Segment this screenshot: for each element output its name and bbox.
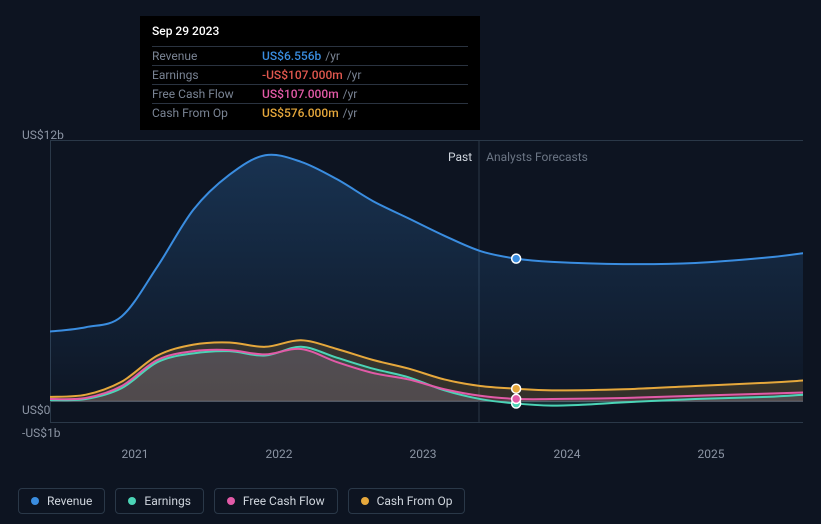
y-axis-label: -US$1b bbox=[22, 426, 60, 440]
x-axis-label: 2023 bbox=[410, 447, 437, 461]
legend-dot bbox=[31, 497, 39, 505]
tooltip-row: RevenueUS$6.556b/yr bbox=[152, 46, 468, 65]
legend-item[interactable]: Cash From Op bbox=[348, 488, 466, 514]
chart-tooltip: Sep 29 2023 RevenueUS$6.556b/yrEarnings-… bbox=[140, 16, 480, 130]
tooltip-row: Earnings-US$107.000m/yr bbox=[152, 65, 468, 84]
x-axis-label: 2022 bbox=[266, 447, 293, 461]
tooltip-row-value: US$107.000m bbox=[262, 87, 339, 101]
section-labels: Past Analysts Forecasts bbox=[448, 150, 588, 164]
tooltip-row-suffix: /yr bbox=[325, 49, 340, 63]
financial-chart[interactable] bbox=[50, 140, 803, 423]
legend-label: Cash From Op bbox=[377, 494, 453, 508]
legend-item[interactable]: Earnings bbox=[115, 488, 204, 514]
tooltip-date: Sep 29 2023 bbox=[152, 24, 468, 42]
legend-label: Earnings bbox=[144, 494, 191, 508]
tooltip-row-label: Earnings bbox=[152, 68, 262, 82]
legend-dot bbox=[128, 497, 136, 505]
tooltip-row-label: Free Cash Flow bbox=[152, 87, 262, 101]
legend-item[interactable]: Free Cash Flow bbox=[214, 488, 338, 514]
label-forecast: Analysts Forecasts bbox=[486, 150, 588, 164]
tooltip-row-value: US$576.000m bbox=[262, 106, 339, 120]
tooltip-row: Free Cash FlowUS$107.000m/yr bbox=[152, 84, 468, 103]
legend-label: Free Cash Flow bbox=[243, 494, 325, 508]
tooltip-row-suffix: /yr bbox=[343, 87, 358, 101]
tooltip-row-value: US$6.556b bbox=[262, 49, 321, 63]
legend-dot bbox=[361, 497, 369, 505]
x-axis-label: 2021 bbox=[122, 447, 149, 461]
tooltip-row-label: Revenue bbox=[152, 49, 262, 63]
legend-dot bbox=[227, 497, 235, 505]
x-axis-label: 2025 bbox=[698, 447, 725, 461]
tooltip-row: Cash From OpUS$576.000m/yr bbox=[152, 103, 468, 122]
tooltip-row-label: Cash From Op bbox=[152, 106, 262, 120]
y-axis-label: US$0 bbox=[22, 403, 50, 417]
legend-label: Revenue bbox=[47, 494, 92, 508]
tooltip-row-value: -US$107.000m bbox=[262, 68, 343, 82]
tooltip-row-suffix: /yr bbox=[347, 68, 362, 82]
tooltip-row-suffix: /yr bbox=[343, 106, 358, 120]
x-axis-label: 2024 bbox=[554, 447, 581, 461]
legend-item[interactable]: Revenue bbox=[18, 488, 105, 514]
chart-legend: Revenue Earnings Free Cash Flow Cash From O… bbox=[18, 488, 465, 514]
label-past: Past bbox=[448, 150, 472, 164]
